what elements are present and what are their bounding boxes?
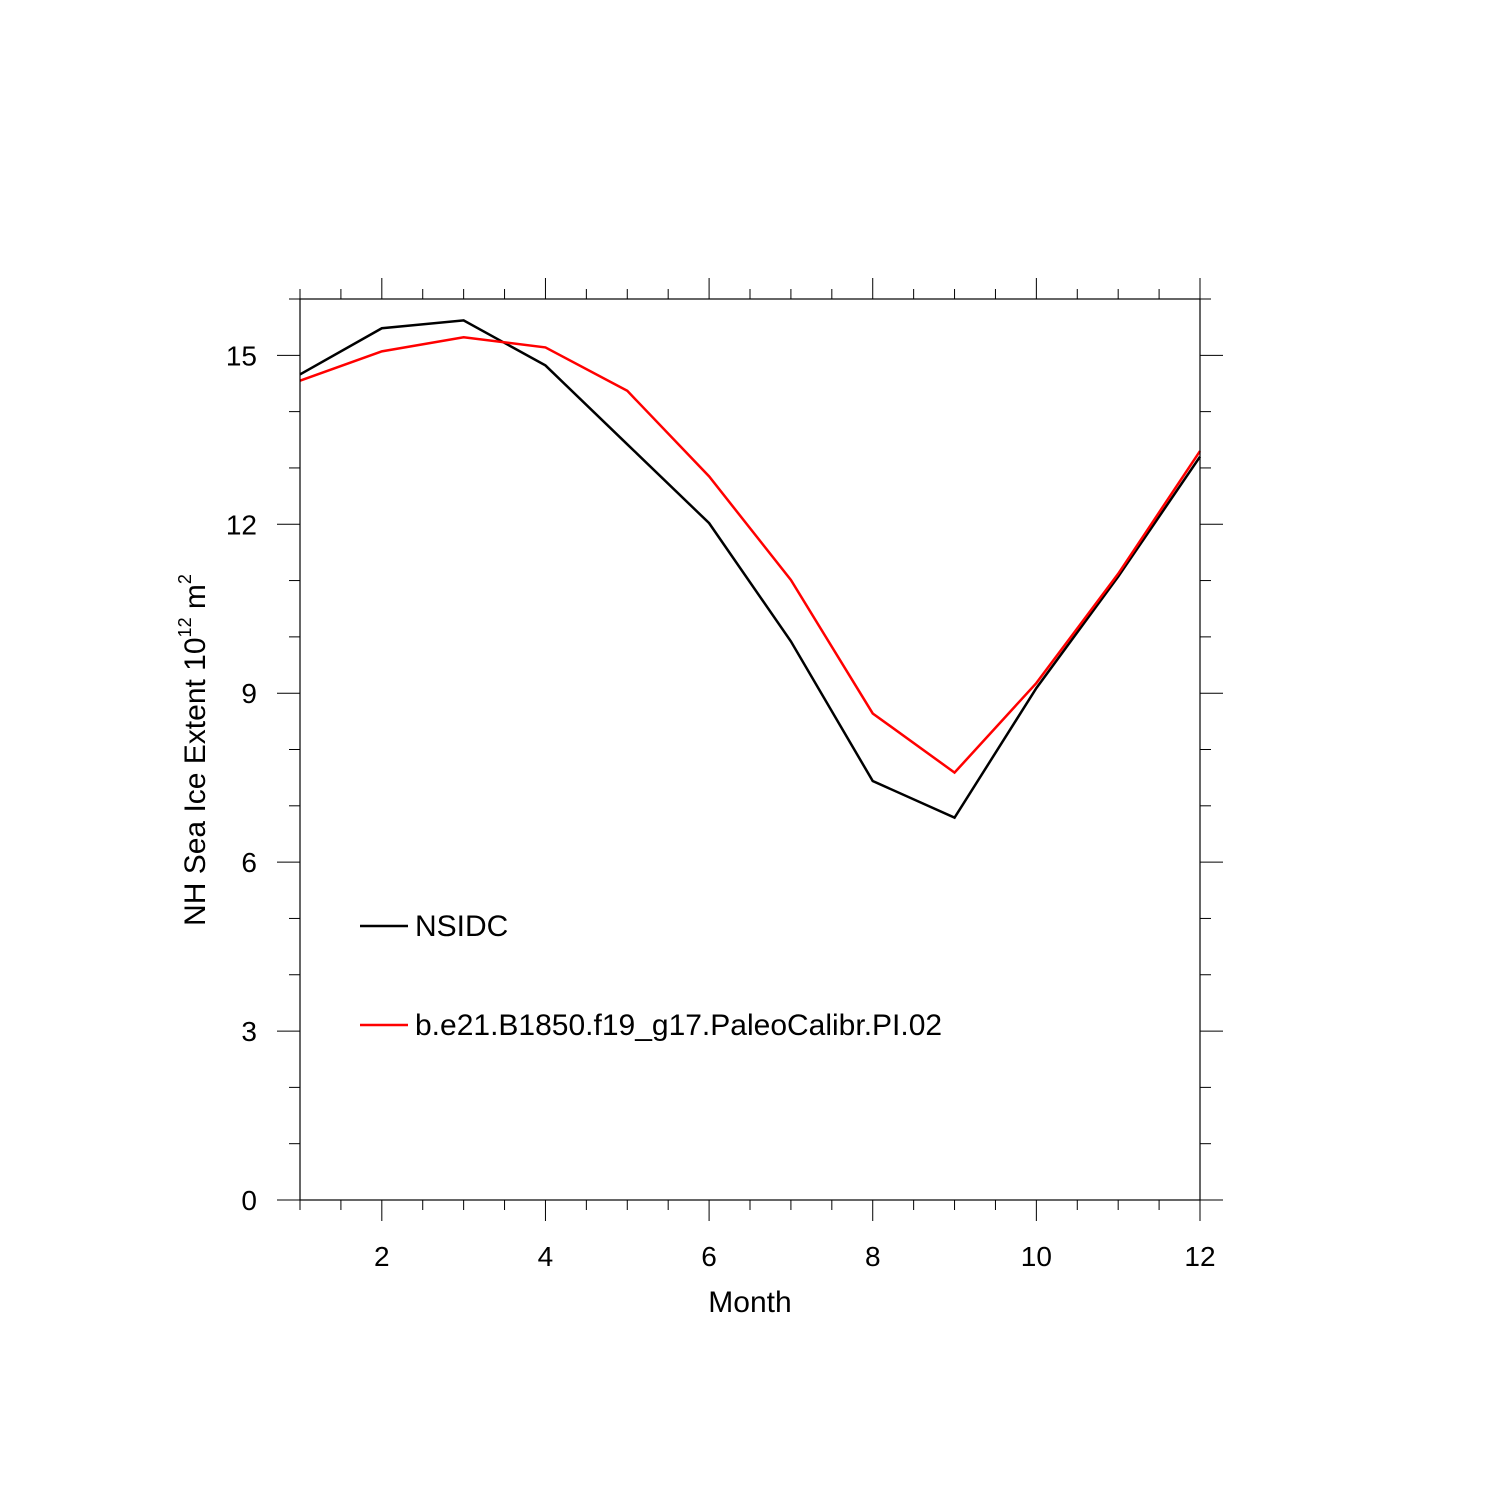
- x-tick-label: 12: [1184, 1241, 1215, 1272]
- x-tick-label: 2: [374, 1241, 390, 1272]
- y-tick-label: 6: [241, 847, 257, 878]
- x-tick-label: 8: [865, 1241, 881, 1272]
- x-axis-title: Month: [708, 1286, 791, 1319]
- x-tick-label: 10: [1021, 1241, 1052, 1272]
- y-axis-title-prefix: NH Sea Ice Extent 10: [179, 637, 212, 926]
- lines-layer: [299, 319, 1202, 820]
- x-tick-label: 4: [538, 1241, 554, 1272]
- y-tick-label: 3: [241, 1016, 257, 1047]
- y-tick-label: 9: [241, 678, 257, 709]
- y-tick-label: 0: [241, 1185, 257, 1216]
- y-axis-title-exp2: 2: [175, 574, 195, 584]
- y-axis-title-exp1: 12: [175, 617, 195, 637]
- legend-label-model: b.e21.B1850.f19_g17.PaleoCalibr.PI.02: [415, 1009, 942, 1042]
- series-line-nsidc: [299, 319, 1202, 820]
- labels-layer: 2 4 6 8 10 12 0 3 6 9 12 15: [226, 340, 1216, 1272]
- ticks-layer: [277, 278, 1223, 1221]
- series-line-model: [299, 336, 1202, 775]
- legend-label-nsidc: NSIDC: [415, 910, 508, 943]
- y-tick-label: 15: [226, 340, 257, 371]
- y-axis-title: NH Sea Ice Extent 1012 m2: [175, 574, 212, 926]
- x-tick-label: 6: [701, 1241, 717, 1272]
- plot-frame: [299, 298, 1201, 1201]
- y-tick-label: 12: [226, 509, 257, 540]
- legend: NSIDC b.e21.B1850.f19_g17.PaleoCalibr.PI…: [360, 910, 942, 1042]
- y-axis-title-unit: m: [179, 584, 212, 617]
